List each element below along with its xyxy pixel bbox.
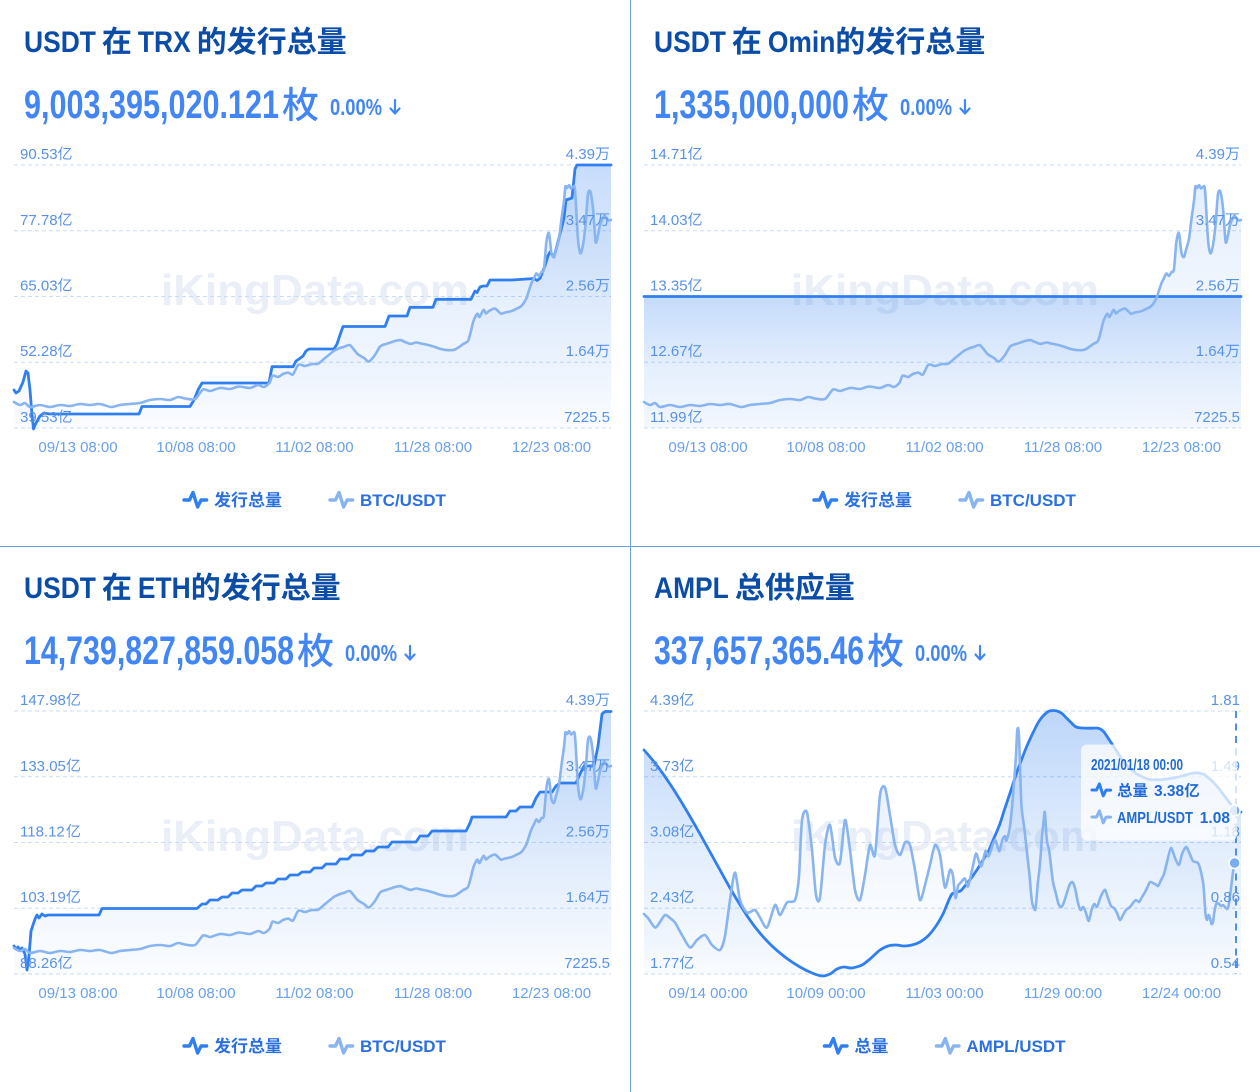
svg-text:3.47: 3.47 — [566, 212, 595, 229]
svg-text:88.26: 88.26 — [20, 955, 58, 972]
svg-text:USDT: USDT — [24, 26, 96, 59]
svg-text:77.78: 77.78 — [20, 212, 58, 229]
svg-text:39.53: 39.53 — [20, 409, 58, 426]
svg-text:11/28 08:00: 11/28 08:00 — [394, 985, 472, 1002]
svg-text:AMPL/USDT: AMPL/USDT — [966, 1037, 1066, 1056]
svg-text:BTC/USDT: BTC/USDT — [360, 1037, 447, 1056]
svg-text:0.00%: 0.00% — [915, 640, 967, 666]
svg-text:9,003,395,020.121: 9,003,395,020.121 — [24, 83, 279, 127]
svg-text:3.47: 3.47 — [566, 758, 595, 775]
svg-text:3.47: 3.47 — [1196, 212, 1225, 229]
svg-text:10/08 08:00: 10/08 08:00 — [156, 985, 235, 1002]
svg-text:2.56: 2.56 — [566, 824, 595, 841]
svg-text:7225.5: 7225.5 — [1194, 409, 1240, 426]
svg-text:09/14 00:00: 09/14 00:00 — [668, 985, 747, 1002]
svg-text:4.39: 4.39 — [650, 692, 679, 709]
svg-text:AMPL/USDT: AMPL/USDT — [1117, 810, 1193, 827]
svg-text:10/08 08:00: 10/08 08:00 — [786, 439, 865, 456]
svg-text:0.54: 0.54 — [1211, 955, 1240, 972]
svg-text:11/02 08:00: 11/02 08:00 — [905, 439, 983, 456]
svg-text:147.98: 147.98 — [20, 692, 66, 709]
svg-text:USDT: USDT — [654, 26, 726, 59]
svg-text:12/23 08:00: 12/23 08:00 — [1142, 439, 1221, 456]
svg-text:13.35: 13.35 — [650, 278, 688, 295]
svg-text:0.00%: 0.00% — [330, 94, 382, 120]
svg-text:09/13 08:00: 09/13 08:00 — [668, 439, 747, 456]
svg-text:2.43: 2.43 — [650, 889, 679, 906]
svg-text:09/13 08:00: 09/13 08:00 — [38, 985, 117, 1002]
svg-text:337,657,365.46: 337,657,365.46 — [654, 629, 864, 673]
svg-text:1.81: 1.81 — [1211, 692, 1240, 709]
svg-text:12/23 08:00: 12/23 08:00 — [512, 439, 591, 456]
svg-text:11/29 00:00: 11/29 00:00 — [1024, 985, 1102, 1002]
svg-text:52.28: 52.28 — [20, 343, 58, 360]
svg-text:11/02 08:00: 11/02 08:00 — [275, 985, 353, 1002]
svg-text:2021/01/18 00:00: 2021/01/18 00:00 — [1091, 757, 1183, 774]
svg-text:90.53: 90.53 — [20, 146, 58, 163]
svg-text:7225.5: 7225.5 — [564, 955, 610, 972]
svg-text:103.19: 103.19 — [20, 889, 66, 906]
svg-text:TRX: TRX — [138, 26, 191, 59]
svg-text:2.56: 2.56 — [1196, 278, 1225, 295]
svg-text:3.38: 3.38 — [1154, 783, 1185, 800]
svg-text:1.64: 1.64 — [566, 343, 595, 360]
svg-text:Omin: Omin — [768, 26, 836, 59]
svg-text:11/28 08:00: 11/28 08:00 — [394, 439, 472, 456]
svg-text:3.08: 3.08 — [650, 824, 679, 841]
svg-text:12/24 00:00: 12/24 00:00 — [1142, 985, 1221, 1002]
svg-text:1.64: 1.64 — [1196, 343, 1225, 360]
svg-text:1.64: 1.64 — [566, 889, 595, 906]
svg-text:7225.5: 7225.5 — [564, 409, 610, 426]
svg-text:1.77: 1.77 — [650, 955, 679, 972]
svg-text:0.00%: 0.00% — [345, 640, 397, 666]
svg-text:10/09 00:00: 10/09 00:00 — [786, 985, 865, 1002]
svg-text:10/08 08:00: 10/08 08:00 — [156, 439, 235, 456]
svg-text:11/28 08:00: 11/28 08:00 — [1024, 439, 1102, 456]
svg-text:133.05: 133.05 — [20, 758, 66, 775]
svg-text:14.03: 14.03 — [650, 212, 688, 229]
svg-text:BTC/USDT: BTC/USDT — [990, 491, 1077, 510]
svg-text:1,335,000,000: 1,335,000,000 — [654, 83, 849, 127]
svg-text:14,739,827,859.058: 14,739,827,859.058 — [24, 629, 294, 673]
svg-text:12/23 08:00: 12/23 08:00 — [512, 985, 591, 1002]
svg-text:ETH: ETH — [138, 572, 191, 605]
svg-text:12.67: 12.67 — [650, 343, 688, 360]
svg-text:4.39: 4.39 — [566, 692, 595, 709]
svg-text:14.71: 14.71 — [650, 146, 688, 163]
svg-text:09/13 08:00: 09/13 08:00 — [38, 439, 117, 456]
svg-text:0.00%: 0.00% — [900, 94, 952, 120]
svg-text:4.39: 4.39 — [566, 146, 595, 163]
svg-text:11.99: 11.99 — [650, 409, 686, 426]
svg-text:AMPL: AMPL — [654, 572, 729, 605]
svg-text:1.08: 1.08 — [1200, 810, 1231, 827]
svg-text:2.56: 2.56 — [566, 278, 595, 295]
svg-text:11/02 08:00: 11/02 08:00 — [275, 439, 353, 456]
svg-text:3.73: 3.73 — [650, 758, 679, 775]
svg-text:65.03: 65.03 — [20, 278, 58, 295]
svg-text:BTC/USDT: BTC/USDT — [360, 491, 447, 510]
svg-text:118.12: 118.12 — [20, 824, 65, 841]
svg-text:USDT: USDT — [24, 572, 96, 605]
svg-text:4.39: 4.39 — [1196, 146, 1225, 163]
svg-text:11/03 00:00: 11/03 00:00 — [905, 985, 983, 1002]
svg-text:0.86: 0.86 — [1211, 889, 1240, 906]
